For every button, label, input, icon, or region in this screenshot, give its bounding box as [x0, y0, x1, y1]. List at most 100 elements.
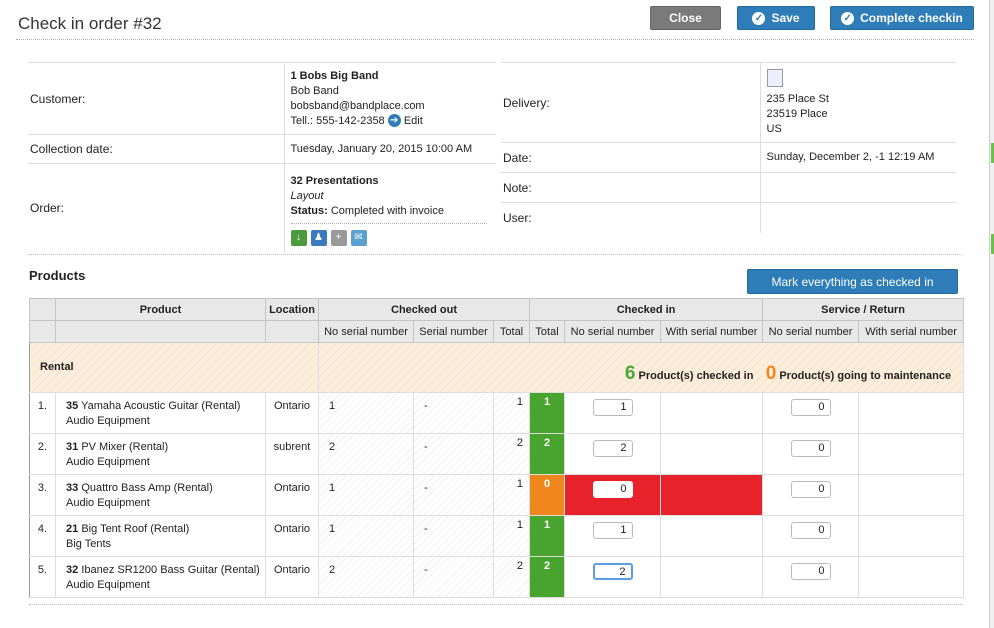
subheader-out-serial: Serial number	[413, 320, 494, 343]
header-service-return: Service / Return	[762, 298, 965, 321]
location-cell: Ontario	[265, 515, 319, 557]
group-label: Rental	[29, 342, 319, 393]
product-name[interactable]: Ibanez SR1200 Bass Guitar (Rental)	[81, 564, 260, 576]
status-indicator	[991, 234, 994, 254]
map-image	[766, 68, 783, 87]
complete-checkin-button[interactable]: ✓ Complete checkin	[830, 6, 974, 30]
delivery-info-table: Delivery: 235 Place St 23519 Place US Da…	[501, 62, 956, 233]
product-id: 21	[66, 523, 79, 535]
in-no-serial-cell: 0	[564, 474, 662, 516]
product-name[interactable]: Yamaha Acoustic Guitar (Rental)	[81, 400, 241, 412]
product-name[interactable]: PV Mixer (Rental)	[81, 441, 169, 453]
product-cell: 35 Yamaha Acoustic Guitar (Rental) Audio …	[55, 392, 266, 434]
subheader-out-total: Total	[492, 320, 531, 343]
product-name[interactable]: Big Tent Roof (Rental)	[81, 523, 190, 535]
in-with-serial-cell	[660, 556, 764, 598]
customer-label: Customer:	[28, 62, 284, 135]
row-index: 1.	[29, 392, 56, 434]
subheader-empty	[265, 320, 319, 343]
out-total-cell: 2	[493, 433, 531, 475]
location-cell: Ontario	[265, 474, 319, 516]
service-quantity-input[interactable]: 0	[790, 399, 831, 416]
date-label: Date:	[501, 142, 760, 173]
header-index	[29, 298, 56, 321]
collection-date-value: Tuesday, January 20, 2015 10:00 AM	[283, 134, 496, 164]
product-cell: 32 Ibanez SR1200 Bass Guitar (Rental) Aud…	[55, 556, 266, 598]
subheader-in-total: Total	[529, 320, 566, 343]
svc-no-serial-cell: 0	[762, 556, 860, 598]
divider	[290, 222, 487, 224]
subheader-svc-no-serial: No serial number	[762, 320, 860, 343]
page-title: Check in order #32	[18, 14, 162, 33]
header-product: Product	[55, 298, 266, 321]
group-header-row: Rental 6 Product(s) checked in 0 Product…	[29, 342, 965, 393]
user-label: User:	[503, 210, 532, 225]
out-total-cell: 1	[493, 515, 531, 557]
users-icon[interactable]: ♟	[310, 229, 327, 246]
service-quantity-input[interactable]: 0	[790, 563, 831, 580]
in-no-serial-cell: 2	[564, 556, 662, 598]
out-total-cell: 1	[493, 474, 531, 516]
order-title[interactable]: 32 Presentations	[290, 174, 379, 187]
service-quantity-input[interactable]: 0	[790, 481, 831, 498]
product-cell: 21 Big Tent Roof (Rental) Big Tents	[55, 515, 266, 557]
customer-details: 1 Bobs Big Band Bob Band bobsband@bandpl…	[283, 62, 496, 135]
bottom-divider	[29, 604, 963, 605]
service-quantity-input[interactable]: 0	[790, 440, 831, 457]
quantity-input[interactable]: 0	[592, 481, 633, 498]
status-indicator	[991, 143, 994, 163]
in-with-serial-cell	[660, 433, 764, 475]
in-total-cell: 0	[529, 474, 566, 516]
send-mail-icon[interactable]: ✉	[350, 229, 367, 246]
quantity-input[interactable]: 1	[592, 522, 633, 539]
in-no-serial-cell: 1	[564, 515, 662, 557]
order-details: 32 Presentations Layout Status: Complete…	[283, 163, 496, 252]
save-button[interactable]: ✓ Save	[737, 6, 815, 30]
arrow-right-icon[interactable]: ➔	[387, 114, 401, 128]
table-row: 1. 35 Yamaha Acoustic Guitar (Rental) Aud…	[29, 392, 965, 434]
in-no-serial-cell: 1	[564, 392, 662, 434]
check-circle-icon: ✓	[841, 11, 855, 25]
header-divider	[16, 39, 974, 40]
delivery-line1: 235 Place St	[766, 92, 829, 105]
row-index: 3.	[29, 474, 56, 516]
subheader-svc-with-serial: With serial number	[858, 320, 965, 343]
group-summary: 6 Product(s) checked in 0 Product(s) goi…	[318, 342, 965, 393]
product-name[interactable]: Quattro Bass Amp (Rental)	[81, 482, 213, 494]
quantity-input[interactable]: 2	[592, 563, 633, 580]
download-icon[interactable]: ↓	[290, 229, 307, 246]
checked-in-count: 6	[624, 362, 636, 384]
product-category: Audio Equipment	[66, 456, 150, 468]
customer-email[interactable]: bobsband@bandplace.com	[290, 99, 425, 112]
header-checked-out: Checked out	[317, 298, 531, 321]
table-row: 2. 31 PV Mixer (Rental) Audio Equipment s…	[29, 433, 965, 475]
out-no-serial-cell: 1	[318, 515, 414, 557]
table-row: 4. 21 Big Tent Roof (Rental) Big Tents On…	[29, 515, 965, 557]
out-no-serial-cell: 1	[318, 474, 414, 516]
delivery-line3: US	[766, 122, 782, 135]
subheader-empty	[29, 320, 56, 343]
order-label: Order:	[30, 200, 65, 215]
location-cell: Ontario	[265, 392, 319, 434]
quantity-input[interactable]: 2	[592, 440, 633, 457]
user-value	[759, 202, 956, 233]
subheader-in-no-serial: No serial number	[564, 320, 662, 343]
header-location: Location	[265, 298, 319, 321]
close-button[interactable]: Close	[650, 6, 721, 30]
quantity-input[interactable]: 1	[592, 399, 633, 416]
mark-all-label: Mark everything as checked in	[771, 274, 934, 289]
maintenance-count: 0	[765, 362, 777, 384]
service-quantity-input[interactable]: 0	[790, 522, 831, 539]
date-value: Sunday, December 2, -1 12:19 AM	[759, 142, 956, 173]
product-id: 33	[66, 482, 79, 494]
edit-link[interactable]: Edit	[403, 114, 423, 127]
svc-no-serial-cell: 0	[762, 392, 860, 434]
mark-all-checked-in-button[interactable]: Mark everything as checked in	[747, 269, 958, 294]
in-total-cell: 1	[529, 515, 566, 557]
row-index: 4.	[29, 515, 56, 557]
delivery-label: Delivery:	[501, 62, 760, 143]
row-index: 2.	[29, 433, 56, 475]
document-add-icon[interactable]: +	[330, 229, 347, 246]
svc-with-serial-cell	[858, 433, 965, 475]
svc-with-serial-cell	[858, 556, 965, 598]
